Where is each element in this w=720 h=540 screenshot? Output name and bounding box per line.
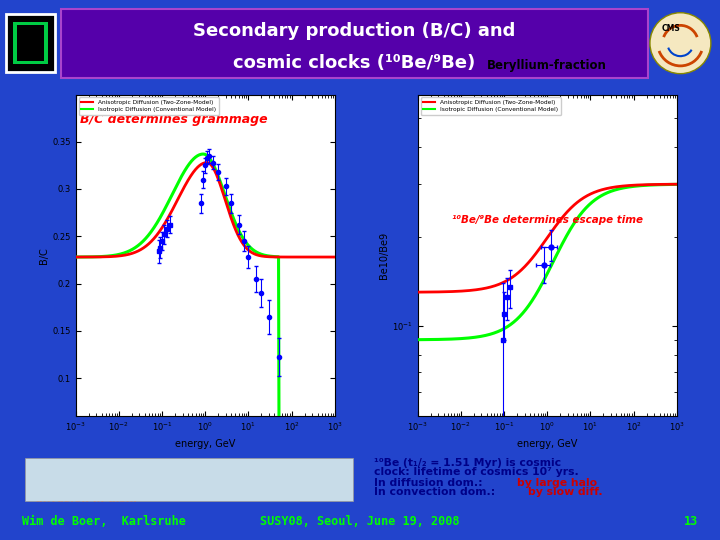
Legend: Anisotropic Diffusion (Two-Zone-Model), Isotropic Diffusion (Conventional Model): Anisotropic Diffusion (Two-Zone-Model), …: [420, 97, 561, 115]
Text: grammage (smaller than disk!): grammage (smaller than disk!): [35, 468, 225, 478]
Y-axis label: B/C: B/C: [40, 247, 50, 264]
Text: diffusion in disk.: diffusion in disk.: [35, 494, 137, 503]
X-axis label: energy, GeV: energy, GeV: [517, 438, 577, 449]
Text: by slow diff.: by slow diff.: [528, 487, 603, 497]
Text: B/C determines grammage: B/C determines grammage: [81, 113, 268, 126]
FancyBboxPatch shape: [13, 23, 48, 64]
Text: SUSY08, Seoul, June 19, 2008: SUSY08, Seoul, June 19, 2008: [260, 515, 460, 528]
Text: Wim de Boer,  Karlsruhe: Wim de Boer, Karlsruhe: [22, 515, 186, 528]
Text: clock: lifetime of cosmics 10⁷ yrs.: clock: lifetime of cosmics 10⁷ yrs.: [374, 467, 579, 477]
Legend: Anisotropic Diffusion (Two-Zone-Model), Isotropic Diffusion (Conventional Model): Anisotropic Diffusion (Two-Zone-Model), …: [78, 97, 219, 115]
Text: 13: 13: [684, 515, 698, 528]
Text: by large halo: by large halo: [169, 477, 249, 487]
Text: ¹⁰Be (t₁/₂ = 1.51 Myr) is cosmic: ¹⁰Be (t₁/₂ = 1.51 Myr) is cosmic: [374, 458, 561, 468]
Text: by large halo: by large halo: [517, 478, 598, 488]
Y-axis label: Be10/Be9: Be10/Be9: [379, 232, 390, 279]
Text: In convection dom.:: In convection dom.:: [374, 487, 499, 497]
Text: Secondary production (B/C) and: Secondary production (B/C) and: [194, 22, 516, 40]
X-axis label: energy, GeV: energy, GeV: [175, 438, 235, 449]
Circle shape: [650, 13, 711, 73]
Text: cosmic clocks (¹⁰Be/⁹Be): cosmic clocks (¹⁰Be/⁹Be): [233, 54, 476, 72]
Text: Beryllium-fraction: Beryllium-fraction: [487, 59, 607, 72]
FancyBboxPatch shape: [6, 14, 55, 72]
Text: In diffusion dom.:: In diffusion dom.:: [35, 477, 148, 487]
Text: In diffusion dom.:: In diffusion dom.:: [374, 478, 487, 488]
FancyBboxPatch shape: [61, 9, 648, 78]
Text: In convection dom.:: In convection dom.:: [35, 485, 160, 495]
FancyBboxPatch shape: [17, 25, 44, 62]
Text: by slow: by slow: [179, 485, 225, 495]
Text: B/C=secondary/prim.determines: B/C=secondary/prim.determines: [35, 460, 233, 469]
Text: CMS: CMS: [661, 24, 680, 33]
Text: ¹⁰Be/⁹Be determines escape time: ¹⁰Be/⁹Be determines escape time: [451, 215, 643, 225]
